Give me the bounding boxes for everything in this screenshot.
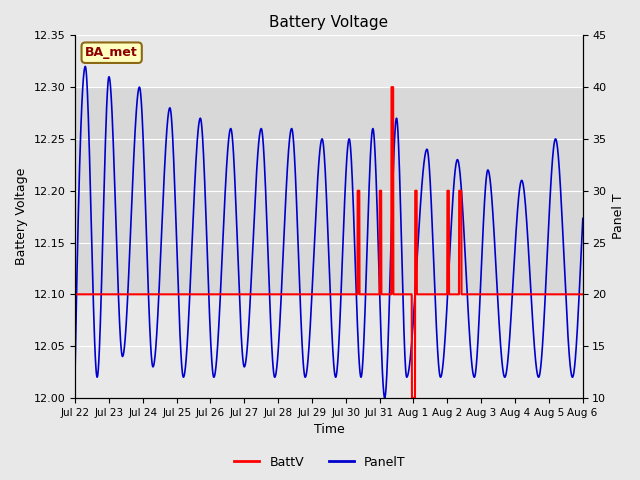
Text: BA_met: BA_met xyxy=(85,46,138,59)
X-axis label: Time: Time xyxy=(314,423,344,436)
Y-axis label: Battery Voltage: Battery Voltage xyxy=(15,168,28,265)
Title: Battery Voltage: Battery Voltage xyxy=(269,15,388,30)
Bar xyxy=(75,87,582,294)
Y-axis label: Panel T: Panel T xyxy=(612,194,625,240)
Legend: BattV, PanelT: BattV, PanelT xyxy=(229,451,411,474)
